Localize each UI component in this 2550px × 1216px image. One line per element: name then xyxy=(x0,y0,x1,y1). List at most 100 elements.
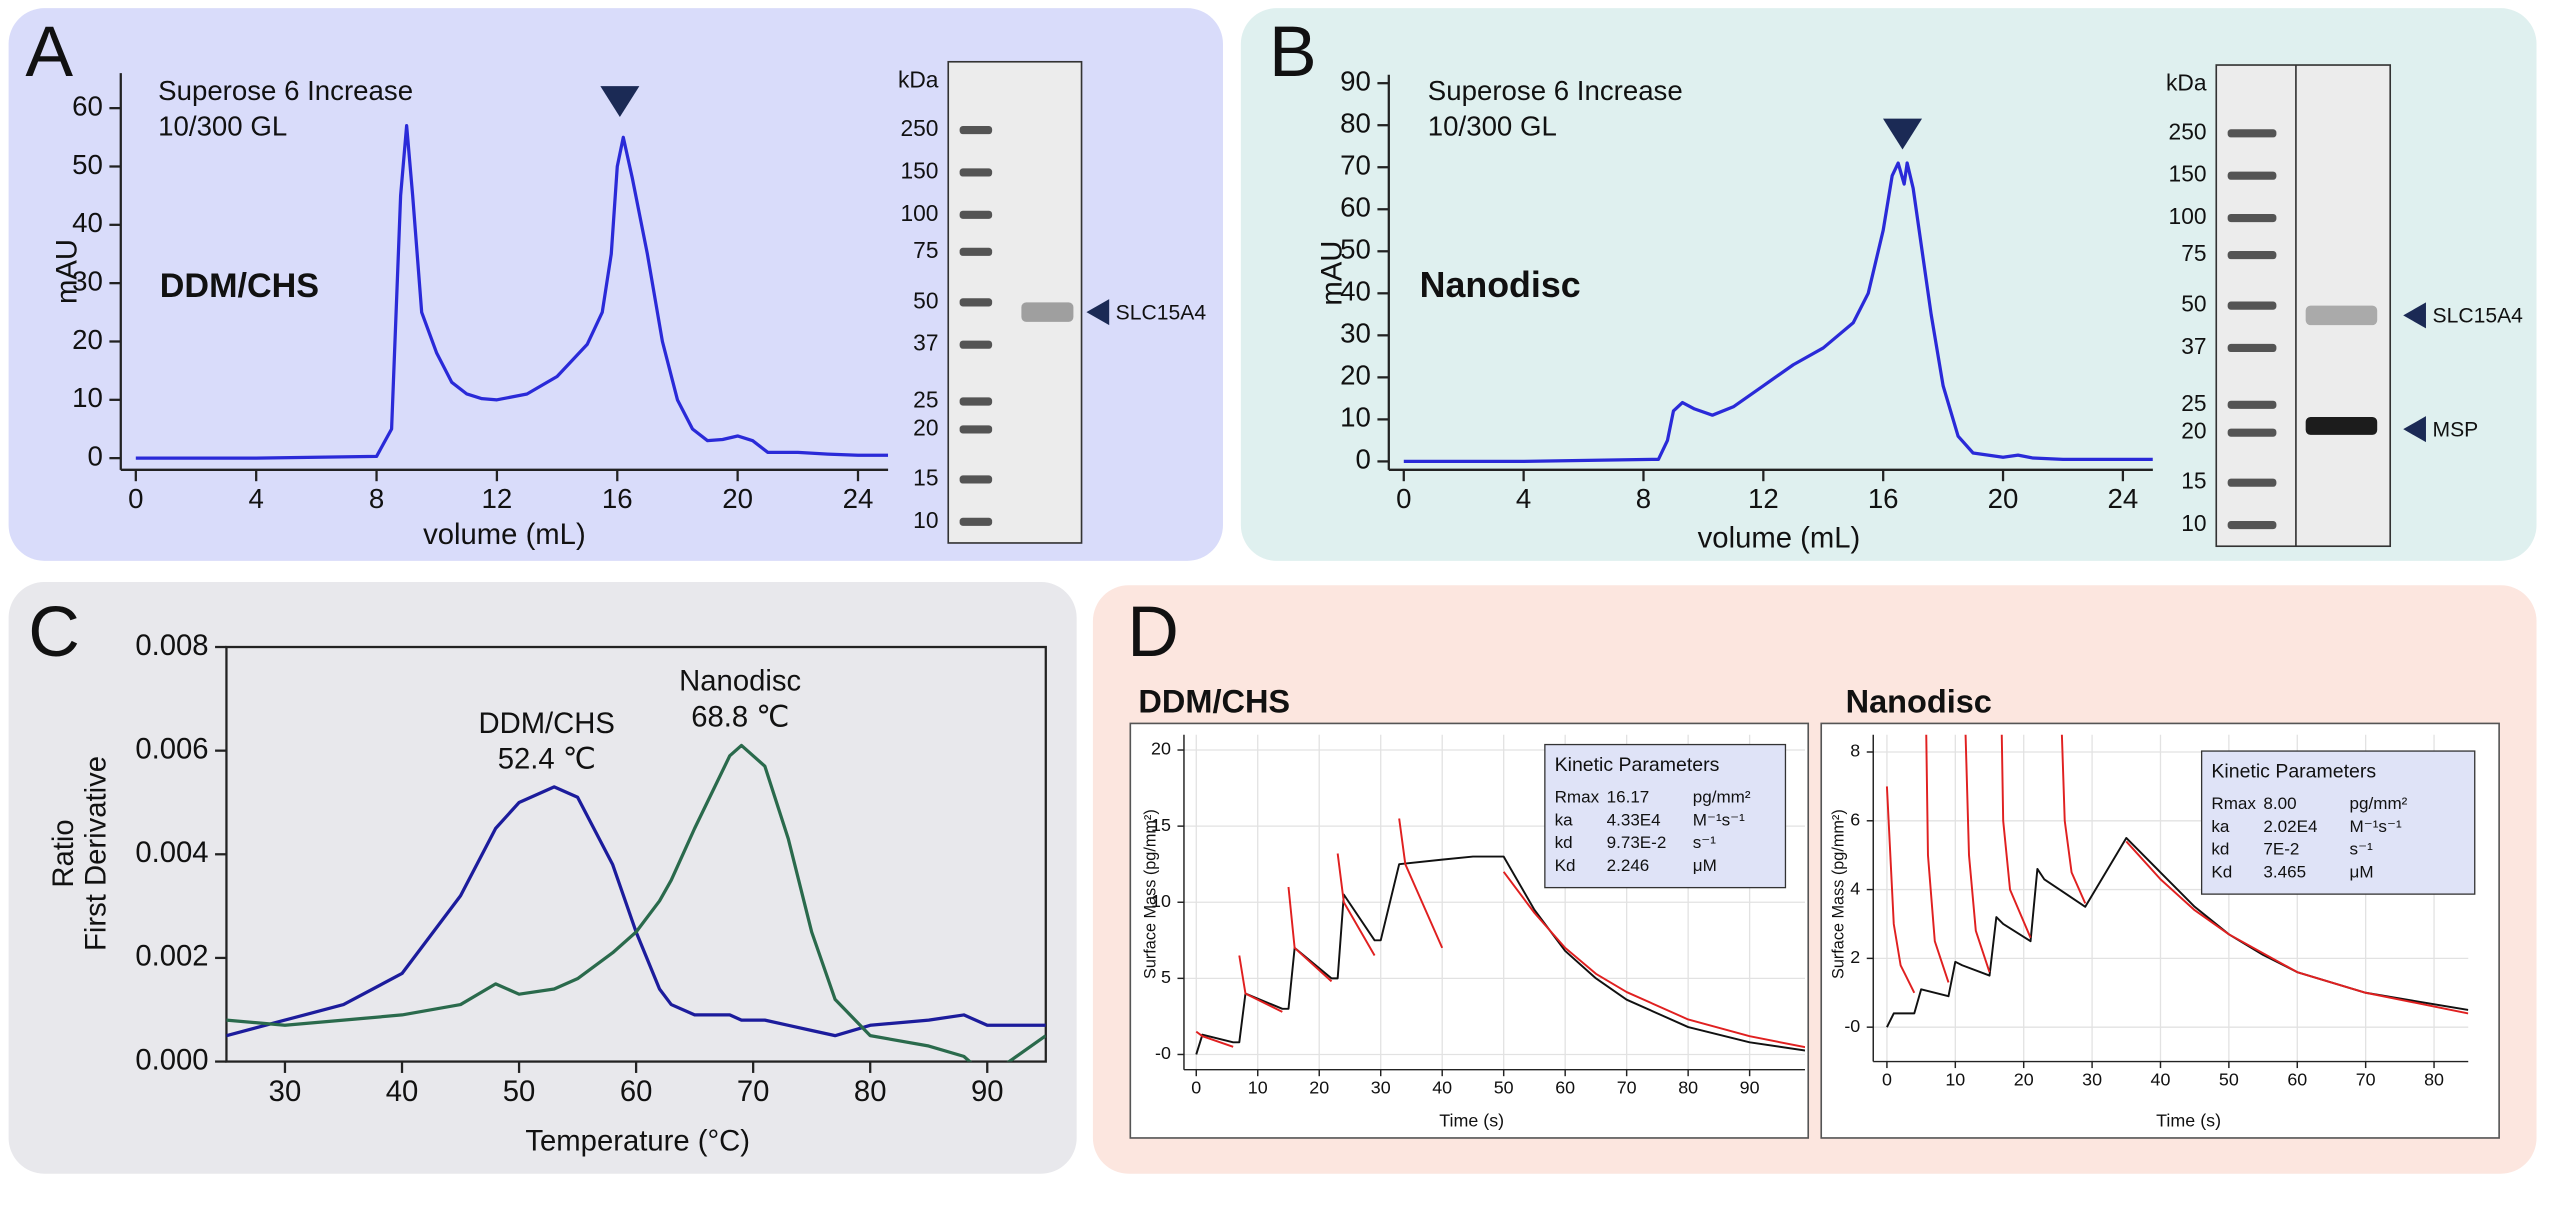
gel-marker-label: 37 xyxy=(2181,333,2206,359)
gel-marker-label: 75 xyxy=(2181,240,2206,266)
y-axis-label: Surface Mass (pg/mm²) xyxy=(1142,809,1160,979)
x-tick-label: 10 xyxy=(1945,1069,1965,1089)
annotation: Superose 6 Increase xyxy=(1428,75,1683,106)
y-tick-label: 30 xyxy=(1340,318,1371,349)
annotation: 10/300 GL xyxy=(158,111,287,142)
x-tick-label: 50 xyxy=(2219,1069,2239,1089)
subplot-title: Nanodisc xyxy=(1846,684,1992,720)
x-tick-label: 8 xyxy=(1636,483,1651,514)
gel-marker-label: 100 xyxy=(901,200,939,226)
ladder-band xyxy=(959,210,993,219)
table-cell: 3.465 xyxy=(2263,862,2306,881)
table-cell: kd xyxy=(1555,833,1573,852)
band-arrow xyxy=(2403,302,2426,329)
y-axis-label: First Derivative xyxy=(81,756,113,951)
x-tick-label: 8 xyxy=(369,483,384,514)
table-cell: ka xyxy=(2211,817,2230,836)
panel-a-bg xyxy=(8,8,1223,561)
panel-label: D xyxy=(1127,592,1179,672)
x-tick-label: 70 xyxy=(737,1076,770,1108)
peak-marker xyxy=(1883,118,1923,150)
ladder-band xyxy=(959,298,993,307)
y-tick-label: 40 xyxy=(72,207,103,238)
y-tick-label: 50 xyxy=(1340,234,1371,265)
x-tick-label: 12 xyxy=(1748,483,1779,514)
annotation: DDM/CHS xyxy=(478,708,615,740)
x-tick-label: 80 xyxy=(1678,1077,1698,1097)
x-tick-label: 0 xyxy=(1191,1077,1201,1097)
x-tick-label: 20 xyxy=(2014,1069,2034,1089)
x-tick-label: 0 xyxy=(1882,1069,1892,1089)
ladder-band xyxy=(959,247,993,256)
table-cell: μM xyxy=(2350,862,2374,881)
y-tick-label: 6 xyxy=(1850,810,1860,830)
annotation: DDM/CHS xyxy=(160,267,319,305)
ladder-band xyxy=(959,168,993,177)
band-arrow xyxy=(1086,299,1110,326)
sample-band xyxy=(1021,302,1074,322)
x-tick-label: 40 xyxy=(2151,1069,2171,1089)
table-cell: 2.246 xyxy=(1607,856,1650,875)
x-tick-label: 90 xyxy=(1740,1077,1760,1097)
gel-marker-label: 50 xyxy=(913,287,938,313)
table-cell: 16.17 xyxy=(1607,788,1650,807)
x-tick-label: 24 xyxy=(843,483,874,514)
x-tick-label: 20 xyxy=(1309,1077,1329,1097)
gel-marker-label: 20 xyxy=(913,414,938,440)
x-tick-label: 20 xyxy=(722,483,753,514)
annotation: 52.4 ℃ xyxy=(498,744,596,776)
table-cell: Kd xyxy=(2211,862,2232,881)
table-cell: s⁻¹ xyxy=(1693,833,1717,852)
y-tick-label: 80 xyxy=(1340,108,1371,139)
gel-marker-label: 37 xyxy=(913,330,938,356)
gel-marker-label: 100 xyxy=(2169,203,2207,229)
x-tick-label: 24 xyxy=(2108,483,2139,514)
y-tick-label: 20 xyxy=(72,324,103,355)
ladder-band xyxy=(2227,301,2277,310)
ladder-band xyxy=(2227,478,2277,487)
gel-marker-label: 250 xyxy=(2169,118,2207,144)
x-tick-label: 70 xyxy=(1617,1077,1637,1097)
y-axis-label: Surface Mass (pg/mm²) xyxy=(1829,809,1847,979)
gel xyxy=(2215,64,2392,548)
y-tick-label: 20 xyxy=(1151,739,1171,759)
ladder-band xyxy=(959,517,993,526)
series-line xyxy=(1195,818,1805,1049)
gel-marker-label: 50 xyxy=(2181,291,2206,317)
series-line xyxy=(1195,855,1805,1055)
table-cell: 7E-2 xyxy=(2263,840,2299,859)
y-axis-label: mAU xyxy=(51,239,83,304)
ladder-band xyxy=(2227,400,2277,409)
ladder-band xyxy=(2227,428,2277,437)
series-line xyxy=(226,785,1046,1038)
x-tick-label: 60 xyxy=(1555,1077,1575,1097)
table-cell: M⁻¹s⁻¹ xyxy=(1693,810,1745,829)
y-tick-label: 0.000 xyxy=(135,1044,208,1076)
y-tick-label: 0 xyxy=(1356,444,1371,475)
x-tick-label: 50 xyxy=(1494,1077,1514,1097)
x-tick-label: 16 xyxy=(602,483,633,514)
ladder-band xyxy=(2227,251,2277,260)
gel-unit: kDa xyxy=(2166,70,2207,96)
y-tick-label: 10 xyxy=(1151,891,1171,911)
gel-marker-label: 150 xyxy=(2169,161,2207,187)
ladder-band xyxy=(959,340,993,349)
x-axis-label: volume (mL) xyxy=(1698,522,1861,554)
ladder-band xyxy=(959,425,993,434)
ladder-band xyxy=(2227,129,2277,138)
x-tick-label: 60 xyxy=(2287,1069,2307,1089)
x-tick-label: 60 xyxy=(620,1076,653,1108)
table-cell: Rmax xyxy=(1555,788,1600,807)
ladder-band xyxy=(2227,171,2277,180)
y-tick-label: 40 xyxy=(1340,276,1371,307)
y-tick-label: 8 xyxy=(1850,741,1860,761)
sample-band xyxy=(2305,416,2378,435)
x-tick-label: 0 xyxy=(128,483,143,514)
panel-c-bg xyxy=(8,581,1077,1174)
subplot-title: DDM/CHS xyxy=(1138,684,1290,720)
y-tick-label: 30 xyxy=(72,265,103,296)
annotation: Superose 6 Increase xyxy=(158,75,413,106)
x-tick-label: 70 xyxy=(2356,1069,2376,1089)
x-tick-label: 4 xyxy=(1516,483,1531,514)
